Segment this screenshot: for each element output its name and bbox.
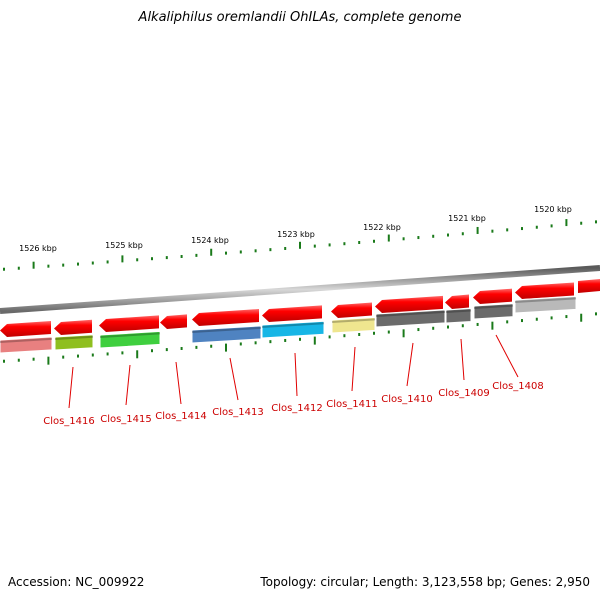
kbp-label: 1521 kbp [448,214,486,223]
gene-label: Clos_1414 [155,411,207,422]
kbp-label: 1522 kbp [363,223,401,232]
gene-label-leader [229,357,239,401]
cog-box [375,309,446,328]
cog-shade [0,337,53,343]
gene-label: Clos_1410 [381,394,433,405]
cds-arrow [99,315,159,332]
cds-arrow [54,319,92,335]
gene-label: Clos_1416 [43,416,95,427]
cog-track [0,295,577,354]
cds-track [0,279,600,337]
gene-label-leader [495,334,519,378]
cog-shade [514,297,577,303]
gene-label-leader [406,342,414,387]
cds-arrow [0,320,51,337]
cds-arrow [160,314,187,329]
cds-arrow [515,282,574,299]
gene-labels: Clos_1416 Clos_1415 Clos_1414 Clos_1413 Clos… [43,334,544,427]
cog-shade [54,335,94,340]
kbp-label: 1526 kbp [19,244,57,253]
gene-label: Clos_1413 [212,407,264,418]
cds-arrow [578,279,600,293]
cog-box [473,303,514,320]
cog-shade [375,310,446,317]
kbp-label: 1520 kbp [534,205,572,214]
gene-label-leader [460,338,465,381]
gene-label-leader [68,366,74,409]
map-title: Alkaliphilus oremlandii OhILAs, complete… [138,10,462,25]
accession-text: Accession: NC_009922 [8,575,145,589]
genome-summary-text: Topology: circular; Length: 3,123,558 bp… [260,575,590,589]
cog-shade [331,318,376,323]
cog-box [0,336,53,354]
kbp-label: 1525 kbp [105,241,143,250]
kbp-label: 1524 kbp [191,236,229,245]
lower-ticks [3,312,597,365]
cog-box [54,334,94,351]
gene-label-leader [125,364,131,406]
gene-label-leader [351,346,356,392]
cds-arrow [445,294,469,309]
cds-arrow [262,305,322,322]
cog-shade [445,309,472,313]
backbone-ring [0,265,600,314]
gene-label: Clos_1412 [271,403,323,414]
cog-shade [99,332,161,338]
cog-shade [261,322,325,328]
gene-label: Clos_1409 [438,388,490,399]
gene-label-leader [175,361,182,405]
cds-arrow [375,295,443,313]
cog-box [99,330,161,349]
gene-label: Clos_1411 [326,399,378,410]
cog-shade [473,304,514,309]
cog-box [191,325,262,344]
cog-box [514,295,577,314]
gene-label: Clos_1415 [100,414,152,425]
kbp-labels: 1526 kbp 1525 kbp 1524 kbp 1523 kbp 1522 kbp… [19,205,572,253]
cog-box [445,307,472,324]
cds-arrow [473,288,512,304]
cds-arrow [192,308,259,326]
gene-label: Clos_1408 [492,381,544,392]
cog-box [331,316,376,334]
cog-shade [191,326,262,333]
gene-label-leader [294,352,298,397]
kbp-label: 1523 kbp [277,230,315,239]
cog-box [261,320,325,339]
cds-arrow [331,302,372,318]
upper-ticks [3,219,597,271]
